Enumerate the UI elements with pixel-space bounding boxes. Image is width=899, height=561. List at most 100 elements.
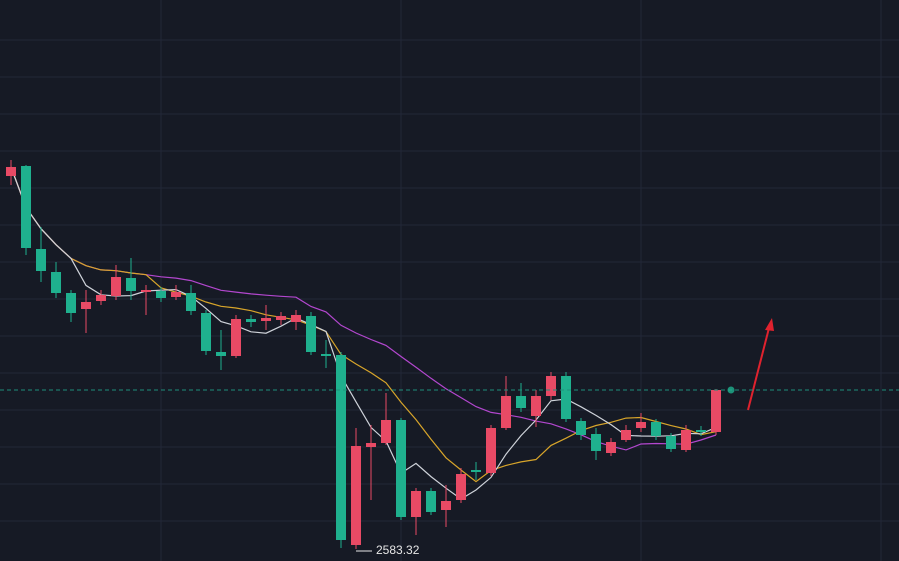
candle-body bbox=[636, 422, 646, 428]
candle-body bbox=[441, 501, 451, 510]
moving-average-line bbox=[10, 166, 717, 451]
candle bbox=[546, 372, 556, 400]
candle bbox=[621, 425, 631, 442]
candle bbox=[711, 389, 721, 435]
candle bbox=[156, 287, 166, 302]
candle bbox=[171, 285, 181, 300]
candle-body bbox=[126, 278, 136, 291]
candle bbox=[516, 383, 526, 412]
candle bbox=[336, 352, 346, 548]
candle bbox=[591, 428, 601, 460]
candle-body bbox=[366, 443, 376, 447]
candle-body bbox=[336, 355, 346, 540]
candle bbox=[231, 315, 241, 358]
candle bbox=[681, 425, 691, 452]
candle bbox=[6, 160, 16, 185]
candle-body bbox=[291, 315, 301, 322]
candle bbox=[141, 285, 151, 315]
candle-body bbox=[6, 167, 16, 176]
candle-body bbox=[231, 319, 241, 356]
candle bbox=[561, 372, 571, 422]
candle bbox=[321, 340, 331, 368]
candle bbox=[36, 227, 46, 282]
candle bbox=[126, 258, 136, 300]
candle bbox=[366, 425, 376, 500]
candle bbox=[666, 433, 676, 452]
candle-body bbox=[201, 313, 211, 351]
candle-body bbox=[576, 421, 586, 435]
candle-body bbox=[306, 316, 316, 352]
candle bbox=[261, 305, 271, 330]
candle-body bbox=[591, 434, 601, 451]
candle bbox=[291, 310, 301, 330]
candle bbox=[111, 265, 121, 300]
candle bbox=[441, 485, 451, 527]
arrow-head bbox=[765, 318, 774, 331]
trend-arrow bbox=[747, 318, 774, 411]
candle-body bbox=[186, 293, 196, 311]
last-price-marker bbox=[727, 386, 735, 394]
candle bbox=[651, 419, 661, 440]
candle-body bbox=[51, 272, 61, 293]
candle bbox=[411, 488, 421, 535]
candle-body bbox=[516, 396, 526, 408]
candle bbox=[471, 462, 481, 480]
candle bbox=[426, 488, 436, 515]
candle-body bbox=[111, 277, 121, 296]
candle-body bbox=[456, 474, 466, 500]
candle bbox=[576, 418, 586, 440]
candle bbox=[351, 428, 361, 549]
moving-average-line bbox=[10, 166, 717, 500]
candle bbox=[381, 393, 391, 445]
candle-body bbox=[66, 293, 76, 313]
candle-body bbox=[711, 390, 721, 432]
candle-body bbox=[216, 352, 226, 356]
candle bbox=[501, 376, 511, 430]
candle bbox=[96, 290, 106, 305]
candle bbox=[531, 390, 541, 427]
candle-body bbox=[381, 420, 391, 443]
candle bbox=[606, 438, 616, 456]
candle bbox=[216, 330, 226, 370]
candle bbox=[81, 290, 91, 333]
candle-body bbox=[396, 420, 406, 517]
candle-body bbox=[681, 430, 691, 450]
candle bbox=[636, 413, 646, 432]
candle-body bbox=[21, 166, 31, 248]
candle-body bbox=[261, 318, 271, 321]
candle bbox=[51, 262, 61, 298]
candle-body bbox=[696, 430, 706, 432]
candle-body bbox=[531, 396, 541, 416]
candle bbox=[486, 425, 496, 476]
candle-body bbox=[141, 290, 151, 292]
candle bbox=[21, 165, 31, 255]
candle-body bbox=[546, 376, 556, 396]
candle-body bbox=[246, 319, 256, 322]
candle-body bbox=[486, 428, 496, 473]
candle-body bbox=[606, 442, 616, 453]
candle-body bbox=[621, 430, 631, 440]
candle bbox=[396, 418, 406, 520]
candle-body bbox=[561, 376, 571, 419]
candle bbox=[456, 468, 466, 503]
candle bbox=[201, 310, 211, 355]
candle-body bbox=[651, 422, 661, 436]
candle bbox=[186, 285, 196, 315]
candle bbox=[696, 426, 706, 436]
candle bbox=[66, 290, 76, 322]
candle-body bbox=[501, 396, 511, 428]
candle-body bbox=[96, 295, 106, 301]
candle bbox=[276, 312, 286, 325]
candle-body bbox=[171, 292, 181, 297]
candle-body bbox=[321, 354, 331, 356]
moving-average-line bbox=[10, 166, 717, 483]
arrow-shaft bbox=[747, 327, 770, 411]
candle-body bbox=[666, 436, 676, 449]
candle-body bbox=[156, 291, 166, 298]
candle-body bbox=[81, 302, 91, 309]
candle-body bbox=[276, 316, 286, 320]
annotation-label: 2583.32 bbox=[376, 543, 420, 557]
